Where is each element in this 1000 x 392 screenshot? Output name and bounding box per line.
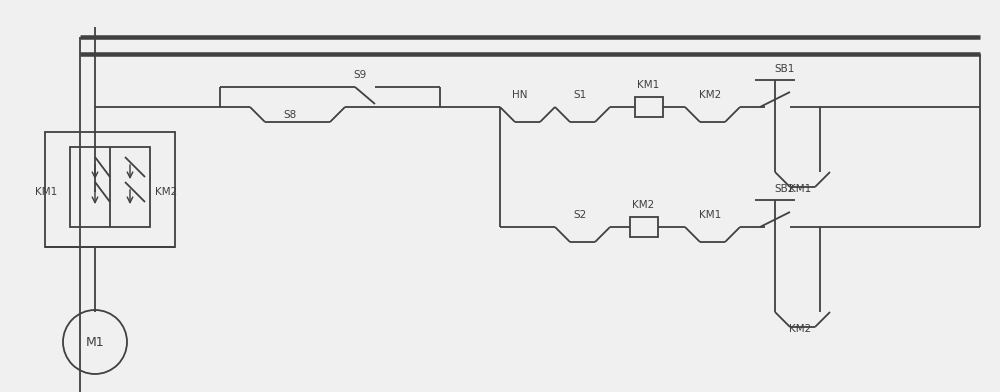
Bar bbox=[70, 147, 150, 227]
Text: KM2: KM2 bbox=[699, 90, 721, 100]
Text: SB1: SB1 bbox=[775, 64, 795, 74]
Bar bbox=[45, 132, 175, 247]
Text: KM2: KM2 bbox=[632, 200, 654, 210]
Text: S9: S9 bbox=[353, 70, 367, 80]
Text: S1: S1 bbox=[573, 90, 587, 100]
Text: KM1: KM1 bbox=[35, 187, 57, 197]
Bar bbox=[635, 97, 663, 117]
Text: KM1: KM1 bbox=[789, 184, 811, 194]
Text: KM1: KM1 bbox=[699, 210, 721, 220]
Text: HN: HN bbox=[512, 90, 528, 100]
Text: KM2: KM2 bbox=[789, 324, 811, 334]
Text: S8: S8 bbox=[283, 110, 297, 120]
Bar bbox=[630, 217, 658, 237]
Text: KM1: KM1 bbox=[637, 80, 659, 90]
Text: KM2: KM2 bbox=[155, 187, 177, 197]
Text: S2: S2 bbox=[573, 210, 587, 220]
Text: M1: M1 bbox=[86, 336, 104, 348]
Text: SB2: SB2 bbox=[775, 184, 795, 194]
